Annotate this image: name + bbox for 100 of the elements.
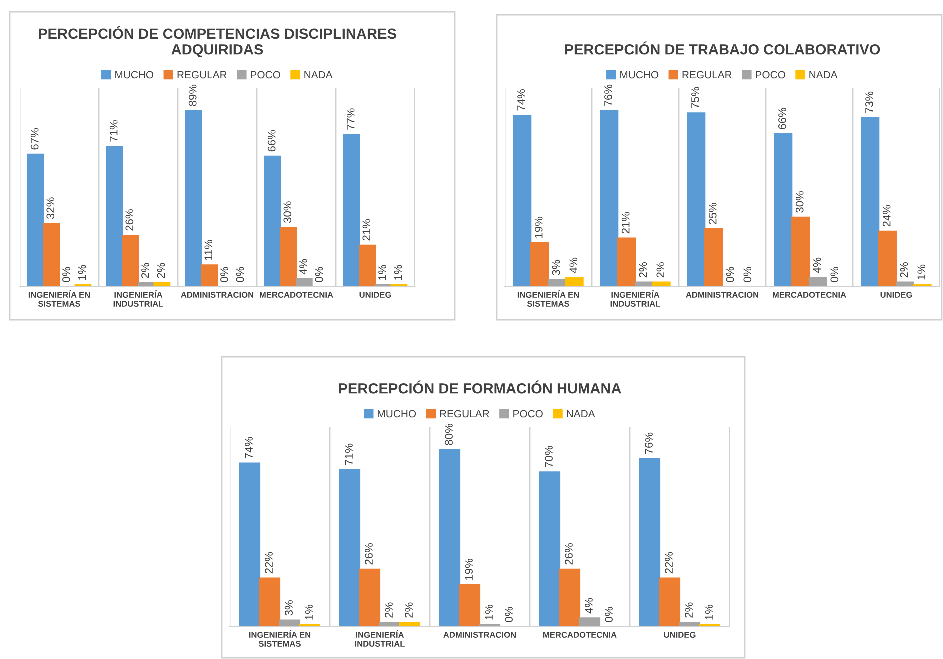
legend-label: POCO [514,410,543,418]
bar [639,458,661,627]
data-label: 24% [882,205,891,227]
bar [239,462,261,627]
bar [280,227,298,287]
data-label: 0% [236,267,244,282]
bar [359,244,376,287]
bar [530,242,550,287]
data-label: 3% [285,600,293,616]
x-tick-label: UNIDEG [664,632,696,638]
bar [878,230,898,287]
bar [539,472,561,627]
bar [122,235,140,287]
data-label: 4% [585,598,593,614]
bar [559,568,581,627]
data-label: 1% [378,265,386,280]
data-label: 89% [188,84,197,106]
data-label: 21% [362,219,371,241]
bar [439,449,461,627]
x-tick-label: INGENIERÍA INDUSTRIAL [610,290,660,307]
data-label: 66% [778,108,786,130]
bar [704,228,724,287]
x-tick-label: MERCADOTECNIA [544,632,617,638]
bar [659,578,681,627]
x-tick-label: UNIDEG [880,292,912,298]
x-tick-label: MERCADOTECNIA [260,292,334,298]
data-label: 3% [552,260,560,276]
data-label: 2% [157,263,166,278]
bar [774,134,793,287]
data-label: 11% [204,240,213,260]
x-tick-label: ADMINISTRACION [444,632,516,638]
data-label: 1% [305,604,313,620]
bar [264,156,282,287]
bar [106,146,124,287]
data-label: 26% [365,543,373,565]
bar [600,110,619,287]
bar [359,568,381,627]
data-label: 0% [505,607,513,622]
legend-label: POCO [756,71,786,79]
legend-label: REGULAR [440,410,490,418]
bar [154,282,171,287]
x-tick-label: INGENIERÍA INDUSTRIAL [355,630,405,647]
data-label: 74% [518,90,526,111]
data-label: 66% [268,130,276,152]
data-label: 1% [78,265,86,280]
data-label: 0% [605,607,613,622]
data-label: 1% [485,604,493,620]
bar [861,117,880,287]
data-label: 2% [685,602,693,618]
data-label: 4% [813,258,822,274]
bar [808,277,828,287]
data-label: 80% [445,424,453,446]
data-label: 30% [284,202,292,224]
data-label: 67% [30,128,39,150]
bar [343,134,360,287]
data-label: 74% [245,437,253,459]
x-tick-label: INGENIERÍA EN SISTEMAS [249,630,311,647]
data-label: 2% [639,262,648,278]
data-label: 73% [866,92,874,114]
data-label: 4% [570,258,578,274]
data-label: 0% [830,267,839,282]
data-label: 21% [622,212,630,234]
data-label: 2% [656,262,665,278]
data-label: 2% [405,602,413,618]
bar [296,278,313,287]
bar [479,624,501,627]
x-tick-label: ADMINISTRACION [181,292,254,298]
legend-label: NADA [810,71,838,79]
bar [513,114,532,287]
bar [43,223,60,287]
data-label: 4% [300,259,308,275]
data-label: 19% [465,558,473,580]
bar [399,622,421,627]
data-label: 70% [545,446,553,468]
data-label: 0% [315,267,324,282]
bar [565,277,584,287]
data-label: 71% [345,444,353,466]
x-tick-label: UNIDEG [360,292,392,298]
legend-label: NADA [304,71,333,79]
data-label: 76% [604,84,612,106]
bar [259,578,281,627]
data-label: 2% [900,262,908,278]
data-label: 76% [645,432,653,454]
legend-label: MUCHO [620,71,659,79]
chart-title: PERCEPCIÓN DE TRABAJO COLABORATIVO [565,42,880,55]
data-label: 2% [385,602,393,618]
bar [792,216,810,287]
x-tick-label: INGENIERÍA EN SISTEMAS [518,290,580,307]
x-tick-label: MERCADOTECNIA [773,292,846,298]
bar [185,110,202,287]
bar [618,238,636,287]
bar [459,584,481,627]
data-label: 1% [705,604,713,620]
data-label: 22% [665,552,673,574]
legend-label: NADA [567,410,596,418]
data-label: 0% [726,267,734,282]
chart-title: PERCEPCIÓN DE FORMACIÓN HUMANA [339,380,622,394]
bar [687,112,706,287]
bar [201,264,218,287]
data-label: 0% [744,267,752,282]
